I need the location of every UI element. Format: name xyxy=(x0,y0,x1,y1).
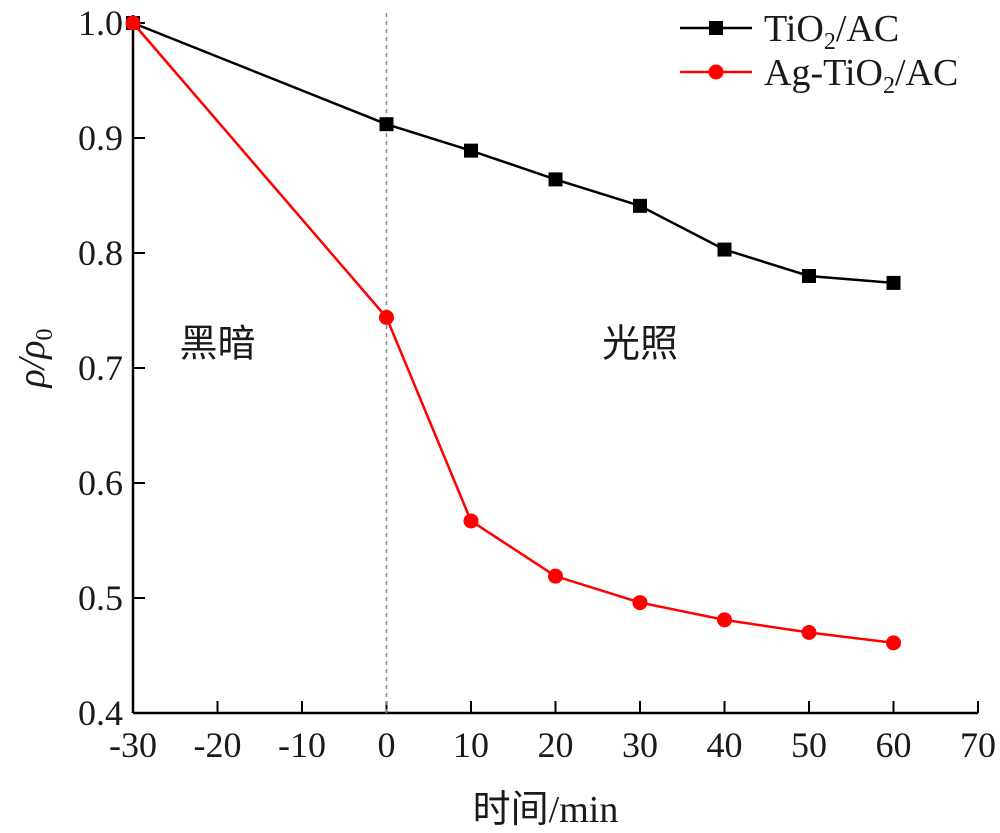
y-tick-label: 1.0 xyxy=(78,3,123,43)
y-tick-label: 0.8 xyxy=(78,233,123,273)
data-point-square xyxy=(802,269,816,283)
legend-marker-square xyxy=(709,21,723,35)
legend-label: Ag-TiO2/AC xyxy=(764,52,958,99)
x-tick-label: 30 xyxy=(622,725,658,765)
y-tick-label: 0.7 xyxy=(78,348,123,388)
legend-marker-circle xyxy=(708,64,724,80)
y-axis-label: ρ/ρ0 xyxy=(11,328,58,388)
data-point-square xyxy=(379,117,394,132)
data-point-square xyxy=(633,198,647,213)
y-tick-label: 0.4 xyxy=(78,693,123,733)
x-tick-label: 20 xyxy=(538,725,574,765)
data-point-square xyxy=(464,143,478,158)
x-tick-label: -20 xyxy=(194,725,242,765)
region-annotation: 光照 xyxy=(602,322,678,366)
x-tick-label: 40 xyxy=(707,725,743,765)
x-tick-label: 10 xyxy=(453,725,489,765)
data-point-circle xyxy=(632,595,648,611)
data-point-square xyxy=(886,275,901,290)
data-point-circle xyxy=(463,513,479,529)
data-point-square xyxy=(717,242,732,257)
x-tick-label: 70 xyxy=(960,725,996,765)
series-line xyxy=(132,21,894,285)
x-tick-label: -10 xyxy=(278,725,326,765)
data-point-circle xyxy=(548,568,563,584)
data-point-circle xyxy=(886,635,901,651)
region-annotation: 黑暗 xyxy=(179,322,255,366)
x-axis-label: 时间/min xyxy=(473,789,619,831)
data-point-circle xyxy=(125,15,141,31)
data-point-square xyxy=(548,172,563,187)
data-point-circle xyxy=(717,612,732,628)
x-tick-label: 60 xyxy=(876,725,912,765)
legend-label: TiO2/AC xyxy=(764,8,899,55)
data-point-circle xyxy=(801,625,817,640)
data-point-circle xyxy=(379,309,394,325)
y-tick-label: 0.9 xyxy=(78,118,123,158)
series-layer xyxy=(125,15,901,651)
axes xyxy=(131,15,979,715)
x-tick-label: 0 xyxy=(378,725,396,765)
x-tick-label: 50 xyxy=(791,725,827,765)
x-tick-label: -30 xyxy=(109,725,157,765)
y-tick-label: 0.6 xyxy=(78,463,123,503)
y-tick-label: 0.5 xyxy=(78,578,123,618)
annotations: 黑暗 光照 xyxy=(179,322,678,366)
axis-labels: 时间/min ρ/ρ0 xyxy=(11,328,618,831)
series-line xyxy=(132,22,894,645)
tick-labels: -30 -20 -10 0 10 20 30 40 50 60 70 0.4 0.5 0.6 0.7 0.8 0… xyxy=(78,3,996,765)
